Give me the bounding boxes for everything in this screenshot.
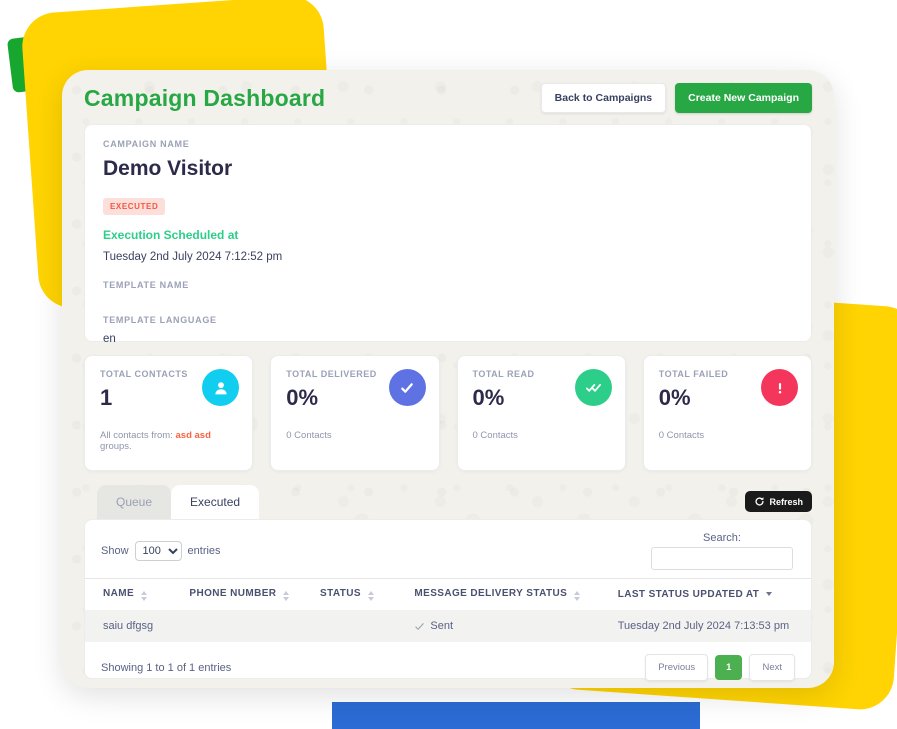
- stat-label: TOTAL FAILED: [658, 369, 729, 379]
- cell-status: [310, 610, 404, 642]
- template-language-value: en: [103, 333, 116, 345]
- column-header-last-status-updated-at[interactable]: LAST STATUS UPDATED AT: [607, 578, 811, 610]
- stat-label: TOTAL DELIVERED: [286, 369, 377, 379]
- stat-value: 0%: [658, 385, 691, 410]
- table-header-row: NAME PHONE NUMBER STATUS MESSAGE DELIVER…: [85, 578, 811, 610]
- stat-description-groups: asd asd: [175, 430, 211, 441]
- sent-label: Sent: [430, 620, 454, 632]
- table-footer: Showing 1 to 1 of 1 entries Previous 1 N…: [85, 642, 811, 681]
- execution-scheduled-time: Tuesday 2nd July 2024 7:12:52 pm: [103, 251, 283, 263]
- executed-table: NAME PHONE NUMBER STATUS MESSAGE DELIVER…: [85, 578, 811, 642]
- tab-executed[interactable]: Executed: [171, 485, 260, 519]
- stat-description: 0 Contacts: [286, 430, 332, 441]
- column-header-phone-number[interactable]: PHONE NUMBER: [179, 578, 311, 610]
- pagination: Previous 1 Next: [645, 654, 795, 681]
- show-label: Show: [101, 545, 129, 557]
- current-page-button[interactable]: 1: [715, 655, 743, 680]
- stat-value: 0%: [472, 385, 505, 410]
- stat-value: 0%: [286, 385, 319, 410]
- stat-description-suffix: groups.: [100, 441, 132, 452]
- search-box: Search:: [651, 532, 793, 570]
- sort-icon: [574, 591, 581, 601]
- tab-queue[interactable]: Queue: [97, 485, 172, 519]
- stat-description-prefix: All contacts from:: [100, 430, 176, 441]
- table-controls: Show 100 entries Search:: [85, 530, 811, 578]
- column-header-status[interactable]: STATUS: [310, 578, 405, 610]
- cell-last-updated: Tuesday 2nd July 2024 7:13:53 pm: [617, 620, 790, 632]
- table-row: saiu dfgsg Sent Tuesday 2nd July 2024 7:…: [85, 610, 811, 642]
- user-icon: [202, 369, 240, 406]
- refresh-button[interactable]: Refresh: [745, 491, 812, 512]
- card-header: Campaign Dashboard Back to Campaigns Cre…: [84, 82, 812, 114]
- execution-scheduled-label: Execution Scheduled at: [103, 228, 239, 242]
- header-actions: Back to Campaigns Create New Campaign: [540, 83, 812, 113]
- refresh-label: Refresh: [769, 496, 803, 507]
- stat-label: TOTAL CONTACTS: [100, 369, 188, 379]
- template-name-label: TEMPLATE NAME: [103, 280, 189, 290]
- entries-label: entries: [187, 545, 221, 557]
- campaign-name-value: Demo Visitor: [103, 157, 233, 180]
- cell-delivery-status: Sent: [404, 610, 607, 642]
- template-language-label: TEMPLATE LANGUAGE: [103, 315, 217, 325]
- entries-summary: Showing 1 to 1 of 1 entries: [101, 661, 232, 674]
- previous-page-button[interactable]: Previous: [645, 654, 709, 681]
- status-badge: EXECUTED: [103, 198, 166, 215]
- stat-description: 0 Contacts: [658, 430, 705, 441]
- page-size-select[interactable]: 100: [134, 541, 182, 561]
- sort-icon: [283, 591, 290, 601]
- sort-icon: [141, 591, 148, 601]
- create-new-campaign-button[interactable]: Create New Campaign: [675, 83, 812, 113]
- stat-card-total-failed: TOTAL FAILED 0% 0 Contacts: [642, 355, 812, 471]
- stat-card-total-delivered: TOTAL DELIVERED 0% 0 Contacts: [270, 355, 440, 471]
- exclamation-icon: [761, 369, 798, 406]
- campaign-name-label: CAMPAIGN NAME: [103, 139, 190, 149]
- executed-table-panel: Show 100 entries Search: NAME PHONE NUMB…: [84, 519, 812, 681]
- sort-icon: [367, 591, 374, 601]
- dashboard-card: Campaign Dashboard Back to Campaigns Cre…: [62, 70, 834, 688]
- search-label: Search:: [703, 532, 741, 544]
- sent-check-icon: [414, 621, 425, 632]
- stat-description: All contacts from: asd asd groups.: [100, 430, 237, 452]
- stat-label: TOTAL READ: [472, 369, 535, 379]
- cell-phone-number: [179, 610, 310, 642]
- back-to-campaigns-button[interactable]: Back to Campaigns: [540, 83, 667, 113]
- cell-name: saiu dfgsg: [103, 620, 154, 632]
- decor-blue-bar: [332, 702, 700, 729]
- column-header-name[interactable]: NAME: [85, 578, 180, 610]
- show-entries: Show 100 entries: [101, 532, 221, 570]
- page-title: Campaign Dashboard: [84, 84, 326, 111]
- stat-card-total-read: TOTAL READ 0% 0 Contacts: [456, 355, 626, 471]
- search-input[interactable]: [651, 547, 793, 570]
- stat-card-total-contacts: TOTAL CONTACTS 1 All contacts from: asd …: [84, 355, 254, 471]
- check-icon: [388, 369, 426, 406]
- refresh-icon: [754, 496, 765, 507]
- campaign-info-panel: CAMPAIGN NAME Demo Visitor EXECUTED Exec…: [84, 124, 812, 345]
- stat-value: 1: [100, 385, 113, 410]
- double-check-icon: [574, 369, 612, 406]
- sort-descending-icon: [766, 592, 773, 596]
- stat-description: 0 Contacts: [472, 430, 518, 441]
- column-header-message-delivery-status[interactable]: MESSAGE DELIVERY STATUS: [404, 578, 608, 610]
- stats-row: TOTAL CONTACTS 1 All contacts from: asd …: [84, 355, 812, 471]
- next-page-button[interactable]: Next: [749, 654, 795, 681]
- tabs-row: Queue Executed Refresh: [84, 483, 812, 519]
